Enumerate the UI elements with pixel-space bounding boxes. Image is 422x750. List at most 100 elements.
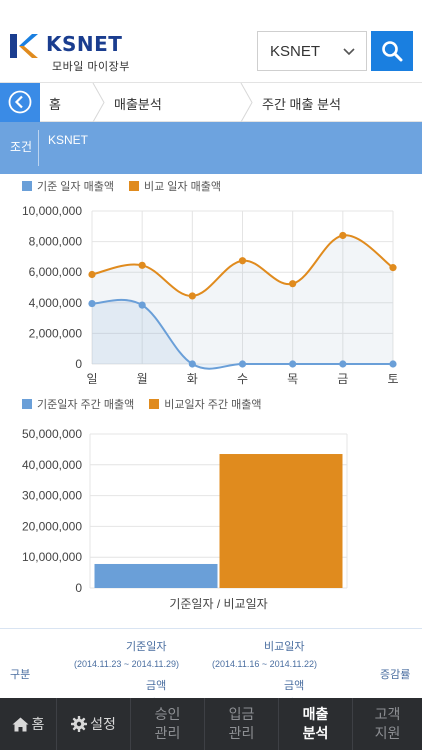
summary-compare-header: 비교일자	[264, 641, 305, 653]
data-point	[138, 301, 146, 309]
data-point	[389, 264, 397, 272]
y-tick-label: 10,000,000	[22, 204, 82, 218]
x-tick-label: 일	[86, 372, 97, 386]
data-point	[88, 299, 96, 308]
data-point	[289, 360, 297, 368]
x-tick-label: 수	[237, 372, 248, 386]
data-point	[138, 261, 146, 269]
nav-support-line1: 고객	[374, 706, 401, 722]
legend-label: 기준일자 주간 매출액	[37, 399, 135, 411]
y-tick-label: 4,000,000	[29, 296, 83, 310]
ksnet-logo-icon	[10, 34, 38, 58]
legend-item-compare[interactable]: 비교 일자 매출액	[129, 178, 221, 194]
nav-home[interactable]: 홈	[0, 698, 57, 750]
data-point	[88, 270, 96, 279]
data-point	[389, 360, 397, 368]
bar	[94, 563, 218, 588]
condition-label: 조건	[10, 140, 33, 154]
legend-label: 기준 일자 매출액	[37, 181, 114, 193]
search-icon	[382, 41, 403, 62]
logo-text: KSNET	[46, 32, 123, 56]
nav-approval-line1: 승인	[154, 706, 181, 722]
breadcrumb: 홈 매출분석 주간 매출 분석	[0, 82, 422, 122]
series-area	[92, 235, 393, 364]
condition-value: KSNET	[48, 133, 89, 147]
nav-sales-line1: 매출	[302, 706, 329, 722]
y-tick-label: 40,000,000	[22, 458, 82, 472]
y-tick-label: 2,000,000	[29, 326, 83, 340]
home-icon	[12, 717, 29, 732]
summary-table: 구분 기준일자 (2014.11.23 ~ 2014.11.29) 금액 건수 …	[0, 628, 422, 698]
legend-item-base[interactable]: 기준 일자 매출액	[22, 178, 114, 194]
data-point	[339, 360, 347, 368]
legend-swatch	[129, 181, 140, 191]
gear-icon	[71, 716, 88, 732]
ksnet-logo[interactable]: KSNET 모바일 마이장부	[10, 32, 130, 73]
logo-subtitle: 모바일 마이장부	[52, 61, 130, 73]
daily-sales-line-chart: 0 2,000,000 4,000,000 6,000,000 8,000,000 10,…	[22, 204, 399, 386]
legend-swatch	[22, 399, 32, 409]
condition-bar[interactable]: 조건 KSNET	[0, 122, 422, 174]
search-button[interactable]	[371, 31, 413, 71]
breadcrumb-weekly-sales[interactable]: 주간 매출 분석	[262, 97, 341, 112]
summary-base-range: (2014.11.23 ~ 2014.11.29)	[74, 659, 180, 669]
data-point	[188, 292, 196, 300]
data-point	[339, 231, 347, 240]
breadcrumb-separator	[240, 83, 253, 122]
series-area	[92, 299, 393, 369]
y-tick-label: 0	[75, 581, 82, 595]
summary-base-header: 기준일자	[126, 641, 167, 653]
nav-deposit-line1: 입금	[228, 706, 255, 722]
y-tick-label: 8,000,000	[29, 235, 83, 249]
company-select-value: KSNET	[270, 43, 321, 60]
breadcrumb-home[interactable]: 홈	[49, 97, 61, 112]
summary-compare-range: (2014.11.16 ~ 2014.11.22)	[212, 659, 318, 669]
y-tick-label: 6,000,000	[29, 265, 83, 279]
legend-item-base-weekly[interactable]: 기준일자 주간 매출액	[22, 396, 134, 412]
nav-approval-line2: 관리	[154, 725, 181, 741]
company-select[interactable]: KSNET	[257, 31, 367, 71]
legend-item-compare-weekly[interactable]: 비교일자 주간 매출액	[149, 396, 261, 412]
app-header: KSNET 모바일 마이장부 KSNET	[0, 0, 422, 82]
chevron-left-circle-icon	[8, 90, 32, 114]
nav-support-line2: 지원	[374, 725, 401, 741]
x-tick-label: 목	[287, 372, 298, 386]
back-button[interactable]	[0, 83, 40, 122]
x-tick-label: 월	[137, 372, 148, 386]
y-tick-label: 50,000,000	[22, 427, 82, 441]
data-point	[188, 360, 196, 368]
summary-col-category: 구분	[10, 669, 31, 681]
nav-home-label: 홈	[31, 716, 45, 732]
y-tick-label: 0	[75, 357, 82, 371]
data-point	[238, 257, 247, 265]
nav-sales-line2: 분석	[302, 725, 329, 741]
bar-chart-legend: 기준일자 주간 매출액 비교일자 주간 매출액	[22, 396, 273, 412]
y-tick-label: 30,000,000	[22, 489, 82, 503]
x-tick-label: 금	[337, 372, 348, 386]
nav-settings-label: 설정	[90, 716, 116, 732]
x-tick-label: 기준일자 / 비교일자	[169, 597, 267, 611]
breadcrumb-sales-analysis[interactable]: 매출분석	[114, 97, 162, 112]
nav-settings[interactable]: 설정	[57, 698, 131, 750]
legend-swatch	[22, 181, 32, 191]
line-chart-legend: 기준 일자 매출액 비교 일자 매출액	[22, 178, 233, 194]
nav-deposit-line2: 관리	[228, 725, 255, 741]
chevron-down-icon	[343, 48, 355, 56]
x-tick-label: 화	[187, 372, 198, 386]
x-tick-label: 토	[387, 372, 398, 386]
weekly-sales-bar-chart: 0 10,000,000 20,000,000 30,000,000 40,000,00…	[22, 427, 348, 611]
summary-change-rate: 증감률	[380, 669, 411, 681]
breadcrumb-separator	[92, 83, 105, 122]
summary-compare-amount: 금액	[284, 680, 305, 692]
condition-divider	[38, 130, 39, 166]
legend-label: 비교일자 주간 매출액	[164, 399, 262, 411]
summary-base-amount: 금액	[146, 680, 167, 692]
bar	[219, 454, 343, 588]
y-tick-label: 20,000,000	[22, 519, 82, 533]
data-point	[289, 280, 297, 288]
